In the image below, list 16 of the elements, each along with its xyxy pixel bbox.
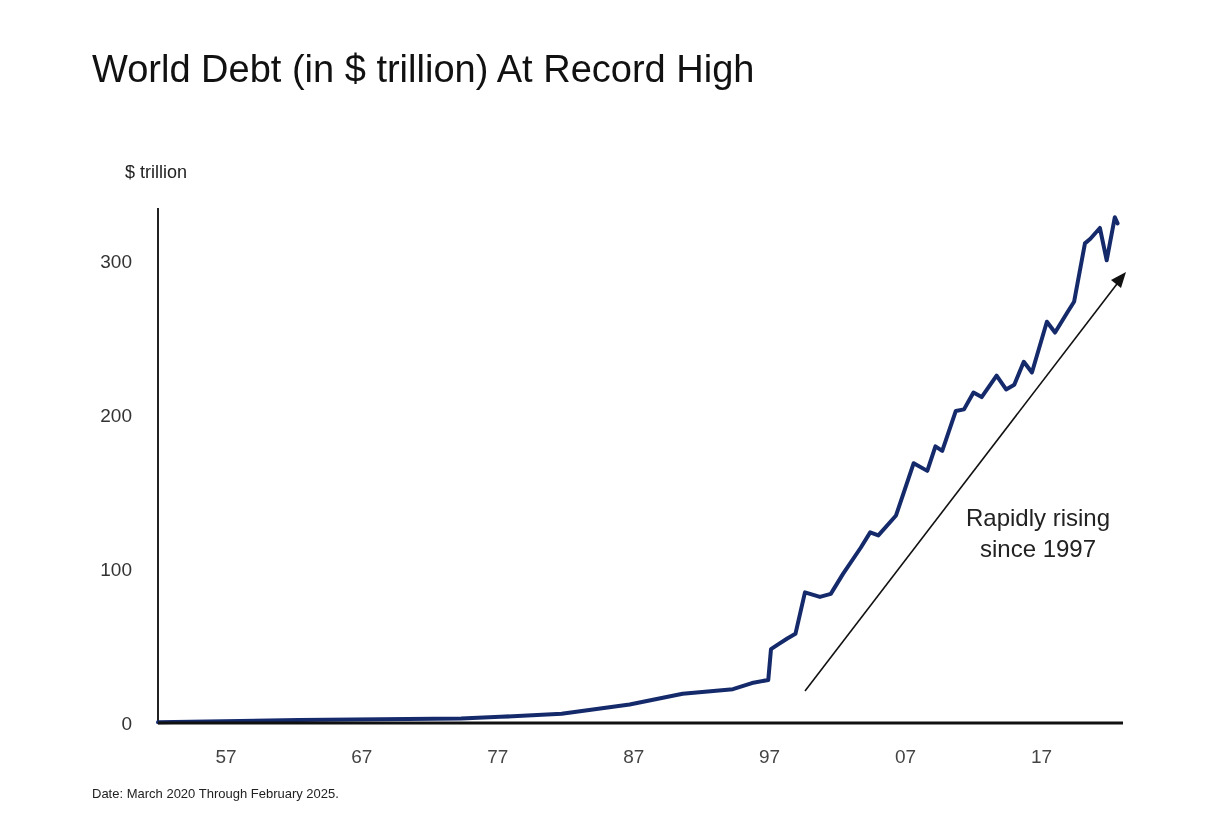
x-tick-label: 67 — [351, 746, 373, 767]
y-axis-title: $ trillion — [125, 162, 188, 182]
x-tick-label: 77 — [487, 746, 509, 767]
text: Date: March 2020 Through February 2025. — [92, 786, 339, 801]
x-tick-label: 07 — [894, 746, 917, 767]
y-tick-label: 300 — [100, 251, 132, 273]
line-series — [156, 215, 1120, 725]
x-tick-label: 17 — [1030, 746, 1053, 767]
chart-title: World Debt (in $ trillion) At Record High — [92, 48, 755, 90]
y-tick-label: 100 — [100, 558, 132, 580]
annotation: Rapidly rising since 1997 — [965, 504, 1111, 562]
y-tick-label: 0 — [121, 712, 132, 734]
y-tick-label: 200 — [100, 405, 132, 427]
x-tick-label: 57 — [215, 746, 237, 767]
x-tick-label: 87 — [623, 746, 645, 767]
x-tick-label: 97 — [759, 746, 781, 767]
